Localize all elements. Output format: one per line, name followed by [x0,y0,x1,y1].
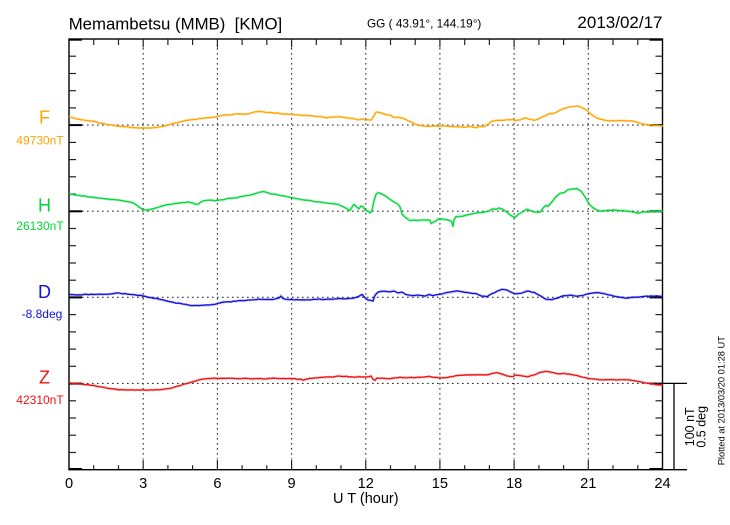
svg-text:9: 9 [288,476,296,492]
svg-text:-8.8deg: -8.8deg [22,307,63,321]
svg-text:Plotted at 2013/03/20 01:28 UT: Plotted at 2013/03/20 01:28 UT [717,336,727,466]
svg-text:21: 21 [580,476,596,492]
svg-text:U T (hour): U T (hour) [333,491,399,507]
svg-text:GG ( 43.91°, 144.19°): GG ( 43.91°, 144.19°) [367,17,481,31]
svg-text:12: 12 [358,476,374,492]
svg-text:2013/02/17: 2013/02/17 [577,13,662,32]
svg-text:6: 6 [213,476,221,492]
svg-text:18: 18 [506,476,522,492]
svg-text:D: D [38,282,51,302]
svg-text:3: 3 [139,476,147,492]
svg-text:100 nT: 100 nT [683,407,697,446]
svg-text:F: F [39,107,50,127]
svg-text:H: H [38,195,51,215]
svg-text:24: 24 [654,476,670,492]
svg-text:15: 15 [432,476,448,492]
svg-text:Z: Z [39,368,50,388]
svg-text:0: 0 [65,476,73,492]
svg-text:49730nT: 49730nT [16,133,64,147]
svg-text:Memambetsu (MMB) [KMO]: Memambetsu (MMB) [KMO] [69,14,283,33]
svg-text:0.5 deg: 0.5 deg [694,406,708,448]
svg-text:26130nT: 26130nT [16,219,64,233]
svg-text:42310nT: 42310nT [16,393,64,407]
